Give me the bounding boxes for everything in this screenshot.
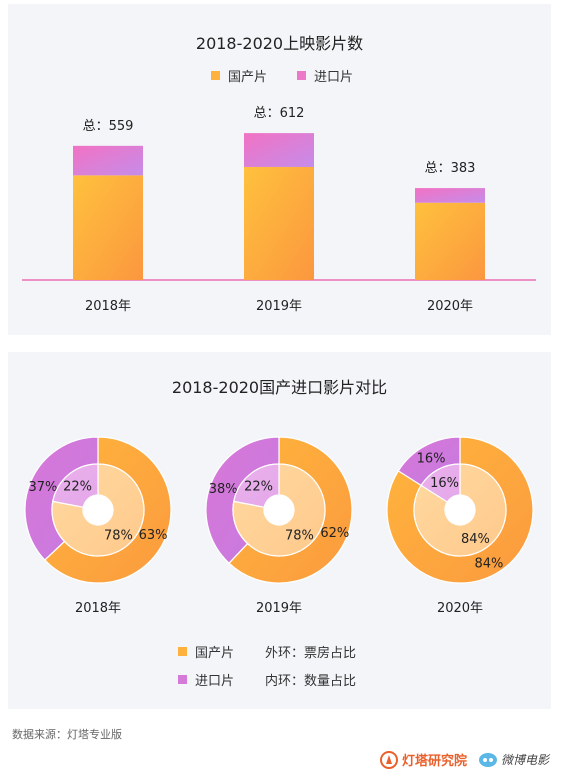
- bar-domestic-0: [73, 175, 143, 280]
- donut-1-hole: [264, 495, 294, 525]
- donut-chart-title: 2018-2020国产进口影片对比: [171, 378, 388, 397]
- donut-0-inner-slice-domestic: [51, 463, 145, 557]
- weibo-movie-logo-icon: [479, 753, 497, 767]
- donut-legend-domestic-row: 国产片 外环：票房占比: [178, 642, 356, 661]
- legend-swatch-domestic: [211, 71, 220, 80]
- bar-imported-1: [244, 133, 314, 167]
- x-tick-label-2: 2020年: [427, 299, 473, 314]
- legend-swatch-imported: [297, 71, 307, 80]
- bar-domestic-1: [244, 166, 314, 280]
- bar-chart-title: 2018-2020上映影片数: [195, 34, 364, 53]
- bar-total-label-1: 总：612: [254, 106, 305, 121]
- donut-chart-svg: 63% 37% 78% 22% 2018年 62% 38% 78% 22% 2019年 84% 16%…: [24, 436, 534, 616]
- data-source-note: 数据来源：灯塔专业版: [12, 728, 122, 741]
- legend-label-imported: 进口片: [195, 674, 235, 689]
- donut-1-outer-label-domestic: 62%: [320, 526, 349, 541]
- bar-domestic-2: [415, 202, 485, 280]
- donut-2-inner-label-domestic: 84%: [461, 532, 490, 547]
- x-tick-label-0: 2018年: [85, 299, 131, 314]
- bar-total-label-0: 总：559: [83, 119, 134, 134]
- donut-1-inner-slice-imported: [233, 463, 280, 508]
- donut-2-inner-label-imported: 16%: [430, 476, 459, 491]
- donut-1-outer-label-imported: 38%: [209, 482, 238, 497]
- donut-2-inner-slice-domestic: [413, 463, 507, 557]
- donut-year-label-1: 2019年: [256, 601, 302, 616]
- donut-chart-panel: 2018-2020国产进口影片对比 63% 37% 78% 22% 2018年 62% 38…: [8, 352, 551, 709]
- donut-0-inner-slice-imported: [52, 463, 99, 508]
- bar-chart-panel: 2018-2020上映影片数 国产片 进口片 总：559 2018年 总：612 20…: [8, 4, 551, 335]
- donut-1-inner-label-imported: 22%: [244, 479, 273, 494]
- donut-1-inner-slice-domestic: [232, 463, 326, 557]
- brand-lighthouse-label: 灯塔研究院: [402, 754, 468, 769]
- bar-imported-2: [415, 188, 485, 203]
- donut-2-hole: [445, 495, 475, 525]
- bar-chart-legend: 国产片 进口片: [211, 66, 353, 85]
- legend-label-domestic: 国产片: [195, 646, 235, 661]
- bar-imported-0: [73, 145, 143, 176]
- bar-total-label-2: 总：383: [425, 161, 476, 176]
- donut-legend-imported-row: 进口片 内环：数量占比: [178, 670, 356, 689]
- donut-year-label-2: 2020年: [437, 601, 483, 616]
- donut-0-inner-label-domestic: 78%: [104, 529, 133, 544]
- brand-lighthouse: 灯塔研究院: [380, 750, 467, 769]
- donut-2-inner-slice-imported: [420, 463, 461, 503]
- ring-note-outer: 外环：票房占比: [265, 646, 357, 661]
- brand-weibo-movie: 微博电影: [478, 750, 549, 768]
- legend-label-imported: 进口片: [314, 70, 354, 85]
- donut-0-outer-label-imported: 37%: [28, 480, 57, 495]
- x-tick-label-1: 2019年: [256, 299, 302, 314]
- legend-label-domestic: 国产片: [228, 70, 268, 85]
- brand-weibo-movie-label: 微博电影: [501, 752, 550, 767]
- lighthouse-logo-icon: [380, 750, 398, 769]
- legend-swatch-domestic: [178, 647, 187, 656]
- legend-swatch-imported: [178, 675, 187, 684]
- donut-2-outer-label-domestic: 84%: [474, 557, 503, 572]
- donut-0-inner-label-imported: 22%: [63, 479, 92, 494]
- donut-0-hole: [83, 495, 113, 525]
- donut-0-outer-label-domestic: 63%: [139, 528, 168, 543]
- donut-year-label-0: 2018年: [75, 601, 121, 616]
- ring-note-inner: 内环：数量占比: [265, 674, 357, 689]
- donut-1-inner-label-domestic: 78%: [285, 529, 314, 544]
- bar-chart-svg: 总：559 2018年 总：612 2019年 总：383 2020年: [22, 106, 536, 314]
- donut-2-outer-label-imported: 16%: [417, 451, 446, 466]
